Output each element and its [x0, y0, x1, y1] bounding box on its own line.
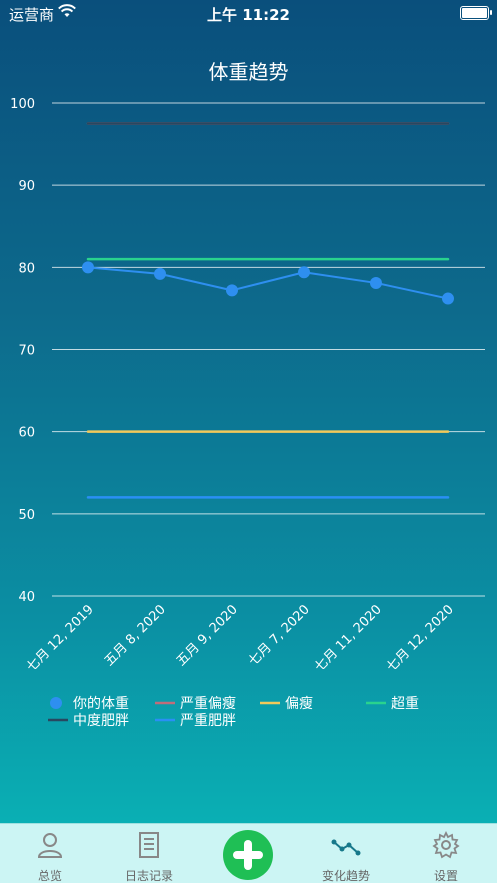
- document-icon: [139, 832, 159, 858]
- x-tick-label: 七月 12, 2020: [384, 602, 457, 675]
- y-tick-label: 60: [18, 426, 35, 441]
- add-record-button[interactable]: [223, 830, 273, 880]
- y-tick-label: 50: [18, 508, 35, 523]
- x-tick-label: 七月 7, 2020: [246, 602, 313, 669]
- gear-icon: [432, 830, 460, 859]
- person-icon: [37, 833, 63, 858]
- data-point: [226, 284, 238, 297]
- tab-settings-label: 设置: [433, 869, 458, 883]
- y-tick-label: 90: [18, 179, 35, 194]
- tab-trend-label: 变化趋势: [321, 869, 370, 883]
- y-tick-label: 70: [18, 344, 35, 359]
- x-tick-label: 五月 9, 2020: [174, 602, 241, 669]
- data-point: [442, 292, 454, 305]
- legend-label: 你的体重: [73, 696, 129, 712]
- legend-label: 严重偏瘦: [180, 695, 236, 712]
- tab-overview[interactable]: 总览: [5, 824, 95, 883]
- trend-icon: [331, 839, 361, 856]
- legend-label: 严重肥胖: [180, 713, 236, 729]
- tab-log-label: 日志记录: [124, 869, 173, 883]
- status-time: 上午 11:22: [207, 6, 290, 24]
- tab-trend[interactable]: 变化趋势: [301, 824, 391, 883]
- wifi-icon: [58, 4, 76, 17]
- carrier-label: 运营商: [9, 6, 55, 24]
- tab-log[interactable]: 日志记录: [104, 824, 194, 883]
- y-tick-label: 100: [10, 97, 35, 112]
- page-title: 体重趋势: [208, 60, 289, 84]
- legend-label: 中度肥胖: [73, 713, 129, 729]
- tab-overview-label: 总览: [37, 869, 62, 883]
- legend-label: 偏瘦: [285, 695, 313, 712]
- data-point: [370, 276, 382, 289]
- x-tick-label: 七月 12, 2019: [24, 602, 97, 675]
- legend-label: 超重: [391, 696, 419, 712]
- x-tick-label: 五月 8, 2020: [102, 602, 169, 669]
- x-tick-label: 七月 11, 2020: [312, 602, 385, 675]
- status-bar: 运营商 上午 11:22: [0, 0, 497, 26]
- data-point: [154, 267, 166, 280]
- y-tick-label: 80: [18, 261, 35, 276]
- battery-icon: [460, 6, 492, 20]
- tab-settings[interactable]: 设置: [401, 824, 491, 883]
- data-point: [298, 266, 310, 279]
- data-point: [82, 261, 94, 274]
- legend-swatch: [50, 697, 62, 709]
- series-line: [87, 266, 449, 300]
- y-tick-label: 40: [18, 590, 35, 605]
